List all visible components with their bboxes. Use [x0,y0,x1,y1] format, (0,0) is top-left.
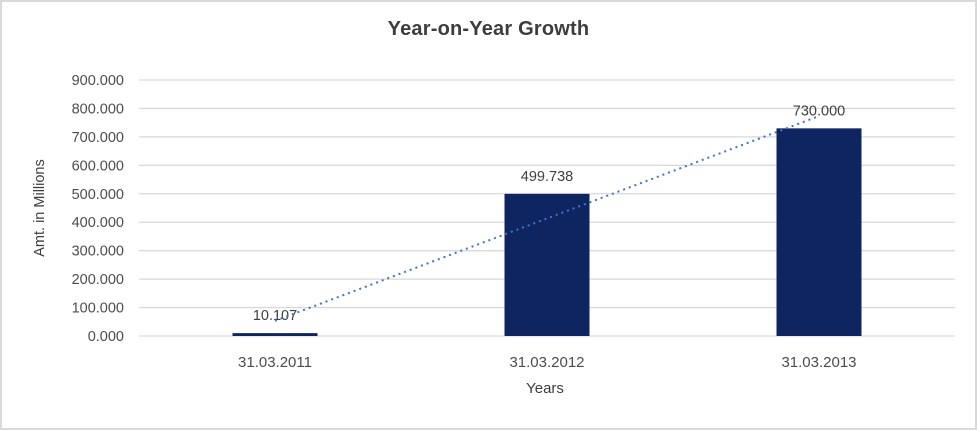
y-tick-label: 400.000 [72,215,124,231]
x-category-label: 31.03.2012 [509,354,584,371]
data-label: 499.738 [521,169,573,185]
chart-title: Year-on-Year Growth [387,18,590,40]
y-tick-label: 100.000 [72,301,124,317]
data-label: 730.000 [793,103,845,119]
trendline [274,115,820,322]
data-label: 10.107 [253,308,297,324]
x-category-label: 31.03.2013 [781,354,856,371]
y-tick-label: 900.000 [72,73,124,89]
y-tick-label: 600.000 [72,158,124,174]
bar [776,128,862,336]
y-tick-label: 200.000 [72,272,124,288]
x-category-label: 31.03.2011 [238,354,312,371]
x-axis-title: Years [526,380,564,397]
y-tick-label: 0.000 [88,329,124,345]
y-tick-label: 500.000 [72,187,124,203]
y-tick-label: 800.000 [72,101,124,117]
bar [504,193,590,336]
bar [232,333,318,336]
y-tick-label: 700.000 [72,130,124,146]
y-tick-label: 300.000 [72,244,124,260]
